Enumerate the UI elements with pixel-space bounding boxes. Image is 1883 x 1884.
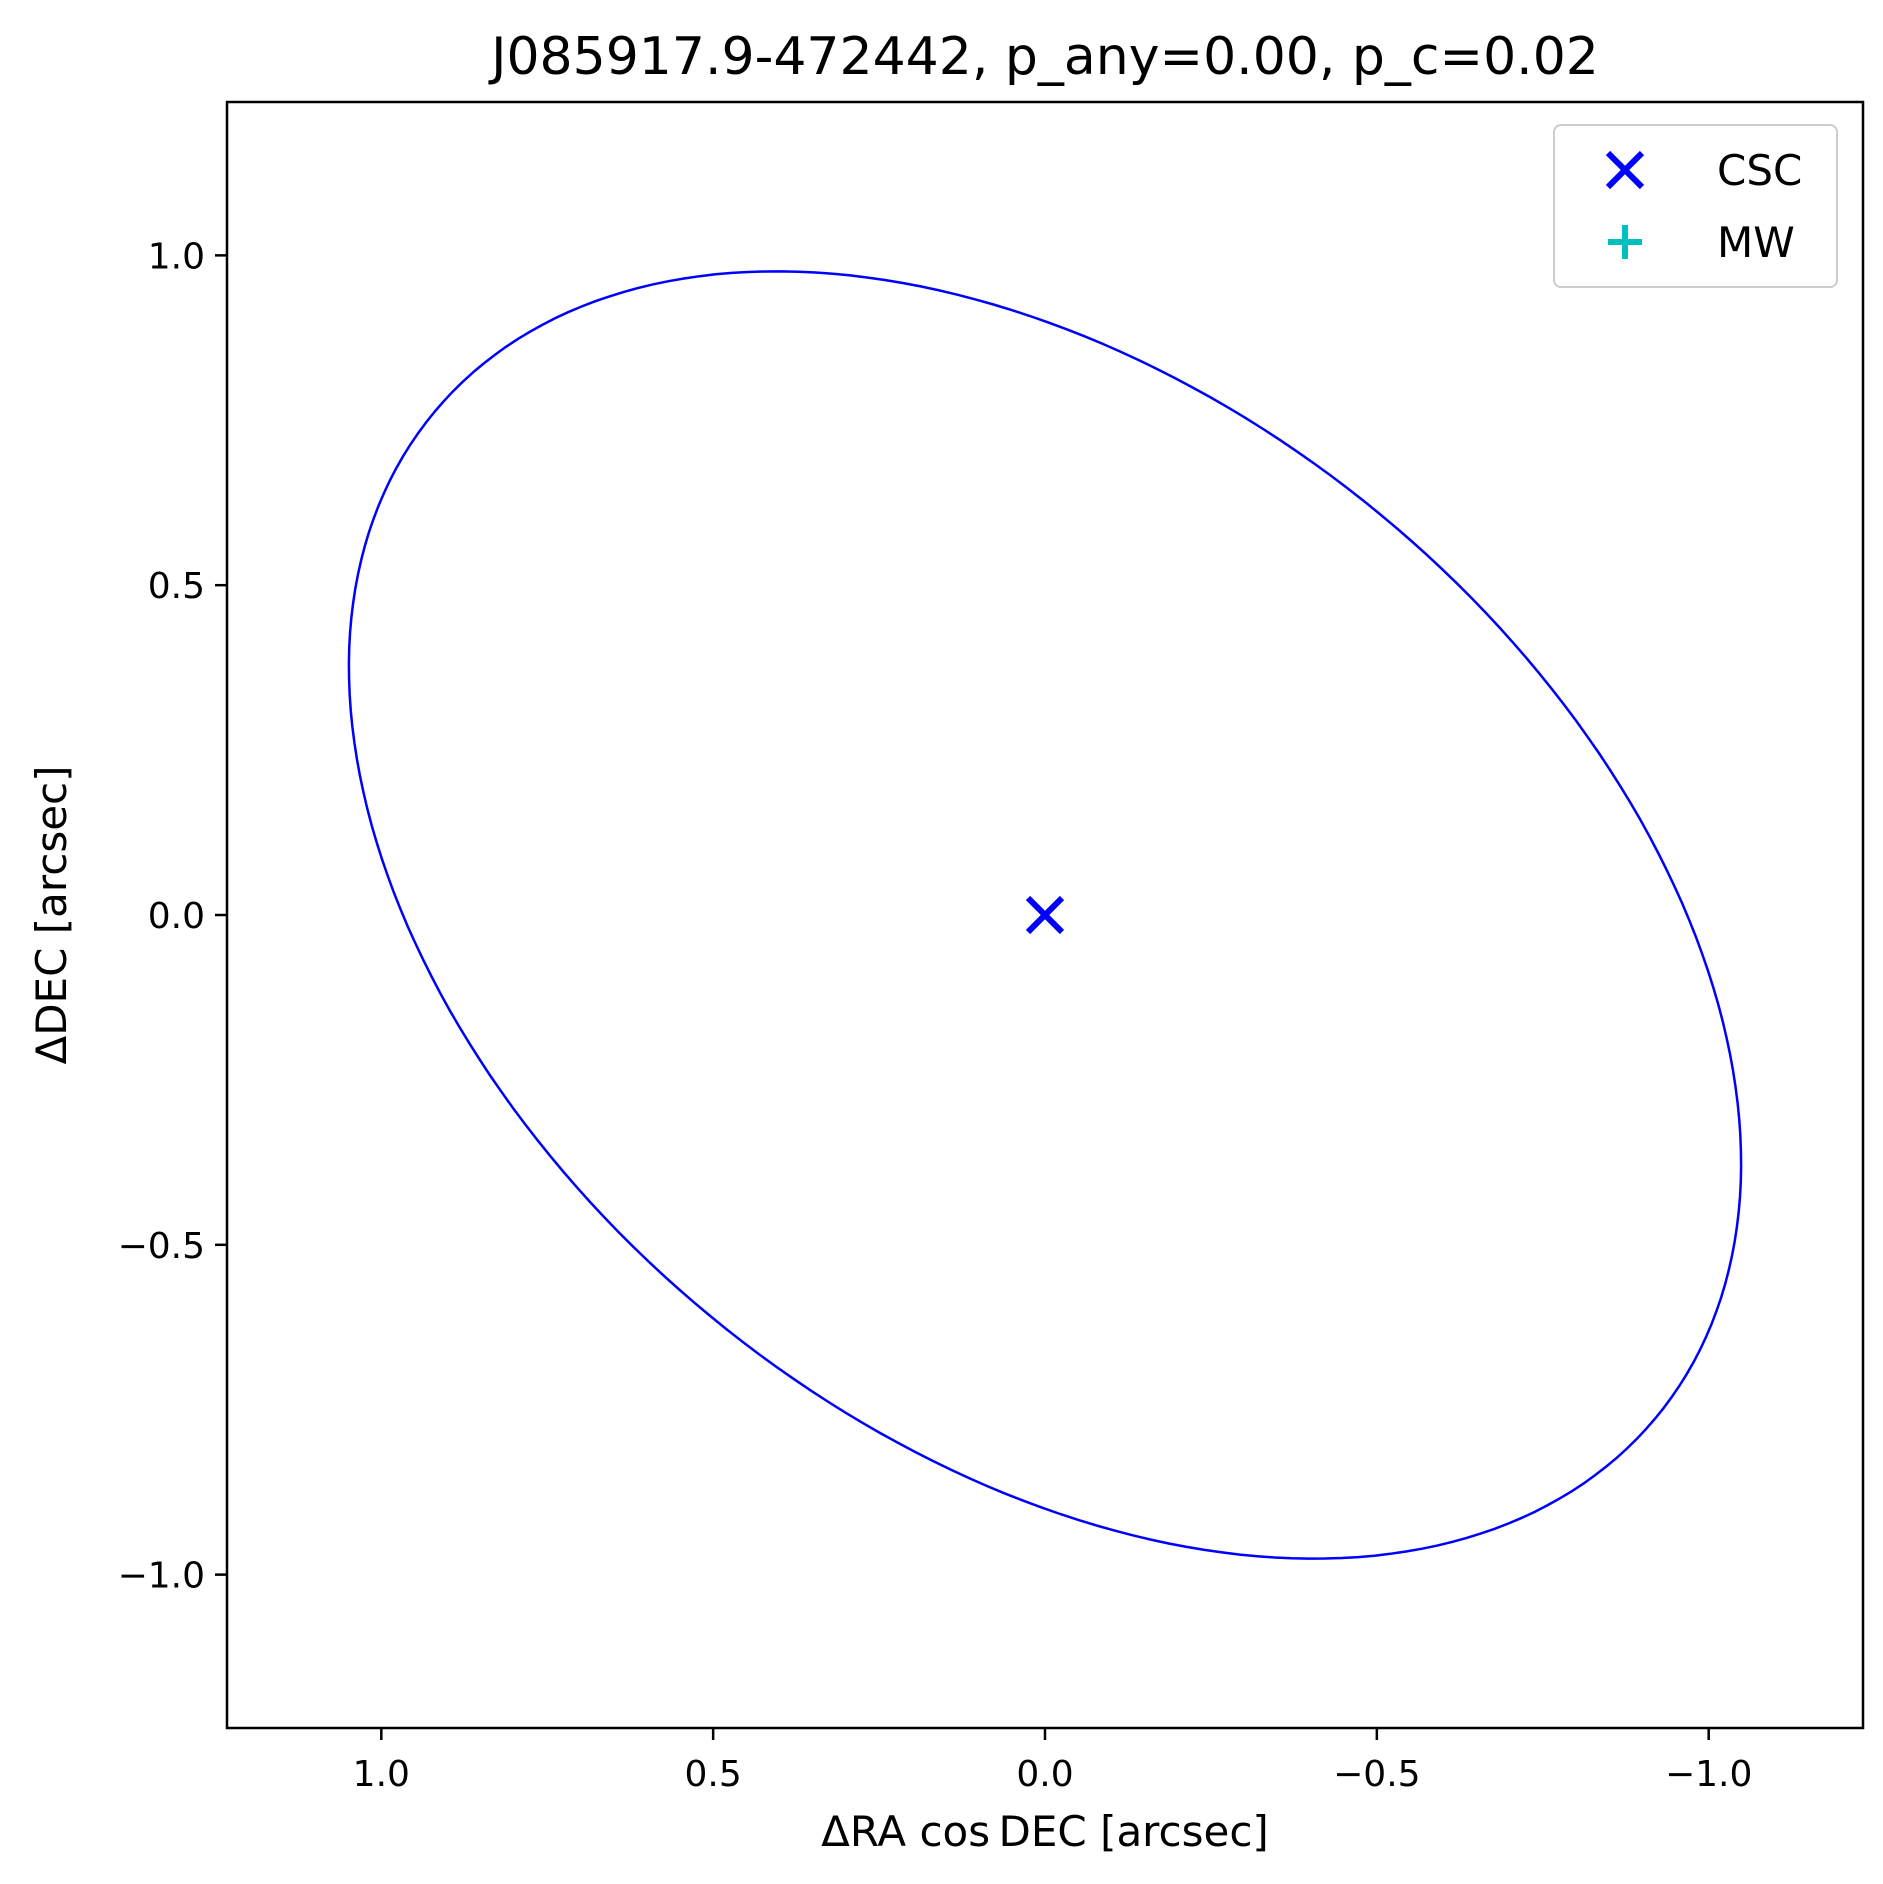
x-tick-label: 0.5 [685, 1754, 742, 1795]
y-tick-label: 0.0 [148, 896, 205, 937]
y-axis-label: ΔDEC [arcsec] [27, 765, 76, 1064]
legend-csc-label: CSC [1717, 146, 1802, 195]
y-axis-ticks: 1.0 0.5 0.0 −0.5 −1.0 [118, 236, 227, 1597]
legend-mw-marker [1608, 225, 1642, 259]
y-tick-label: −1.0 [118, 1556, 205, 1597]
x-tick-label: −0.5 [1333, 1754, 1420, 1795]
x-tick-label: 1.0 [353, 1754, 410, 1795]
y-tick-label: 0.5 [148, 566, 205, 607]
y-tick-label: −0.5 [118, 1226, 205, 1267]
legend-entries: CSC MW [1605, 146, 1802, 267]
ellipse-layer [347, 270, 1743, 1560]
legend: CSC MW [1553, 124, 1838, 288]
x-tick-label: −1.0 [1665, 1754, 1752, 1795]
x-axis-ticks: 1.0 0.5 0.0 −0.5 −1.0 [353, 1728, 1752, 1795]
x-axis-label: ΔRA cos DEC [arcsec] [821, 1807, 1269, 1856]
csc-marker [1025, 895, 1065, 935]
legend-mw-label: MW [1717, 218, 1795, 267]
chart-title: J085917.9-472442, p_any=0.00, p_c=0.02 [488, 27, 1599, 87]
error-ellipse [347, 270, 1743, 1560]
marker-layer [1025, 895, 1065, 935]
x-tick-label: 0.0 [1016, 1754, 1073, 1795]
legend-csc-marker [1605, 150, 1645, 190]
y-tick-label: 1.0 [148, 236, 205, 277]
plot-area [225, 100, 1865, 1730]
